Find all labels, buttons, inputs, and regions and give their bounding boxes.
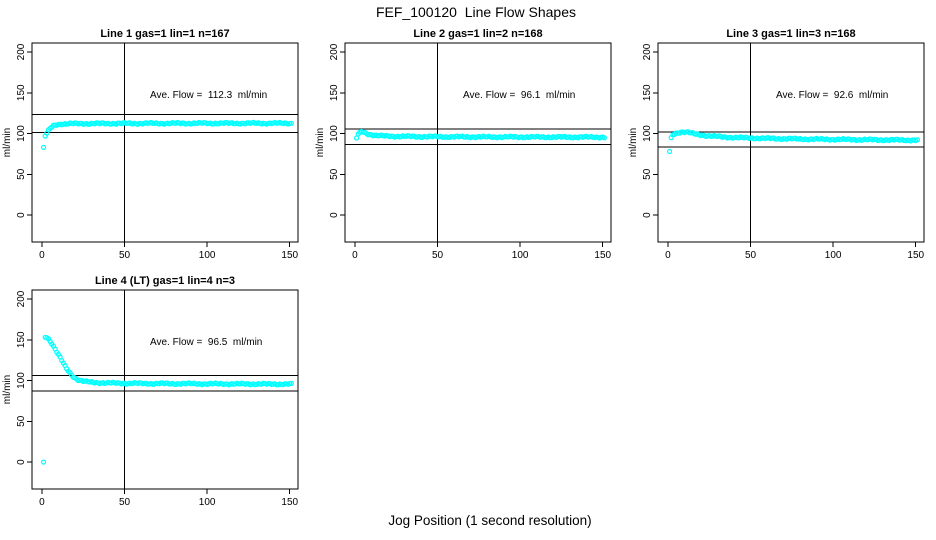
y-axis: 0 50 100 150 200 — [642, 43, 658, 218]
x-axis-tick-label: 150 — [907, 250, 924, 261]
x-axis-tick-label: 150 — [594, 250, 611, 261]
data-points — [353, 128, 607, 141]
data-point — [288, 380, 294, 386]
data-point — [40, 459, 47, 465]
y-axis-tick-label: 0 — [16, 459, 27, 465]
x-axis-tick-label: 0 — [39, 250, 45, 261]
x-axis-tick-label: 150 — [281, 250, 298, 261]
plot-box — [31, 289, 299, 490]
plot-box — [657, 42, 925, 243]
y-axis-label: ml/min — [628, 128, 639, 157]
y-axis-tick-label: 50 — [16, 168, 27, 180]
x-axis-tick-label: 50 — [745, 250, 757, 261]
subplot-title: Line 4 (LT) gas=1 lin=4 n=3 — [95, 275, 235, 287]
subplot-title: Line 2 gas=1 lin=2 n=168 — [413, 28, 542, 40]
data-points — [666, 129, 920, 155]
x-axis: 0 50 100 150 — [39, 489, 299, 508]
subplot-line-1: 0 50 100 150 0 50 100 150 200 ml/min Line 1 gas=1 … — [2, 28, 299, 261]
data-point — [914, 137, 920, 143]
y-axis-tick-label: 0 — [642, 212, 653, 218]
x-axis-tick-label: 150 — [281, 497, 298, 508]
ave-flow-annotation: Ave. Flow = 112.3 ml/min — [150, 90, 267, 101]
data-point — [40, 144, 47, 150]
x-axis-tick-label: 100 — [512, 250, 529, 261]
y-axis-tick-label: 150 — [16, 84, 27, 101]
x-axis-tick-label: 100 — [825, 250, 842, 261]
x-axis-tick-label: 100 — [199, 497, 216, 508]
y-axis: 0 50 100 150 200 — [16, 290, 32, 465]
y-axis-tick-label: 150 — [16, 331, 27, 348]
x-axis-tick-label: 0 — [39, 497, 45, 508]
y-axis-label: ml/min — [2, 375, 13, 404]
data-points — [40, 119, 294, 150]
subplot-title: Line 1 gas=1 lin=1 n=167 — [100, 28, 229, 40]
subplot-line-2: 0 50 100 150 0 50 100 150 200 ml/min Line 2 gas=1 … — [315, 28, 612, 261]
data-point — [353, 135, 360, 141]
y-axis: 0 50 100 150 200 — [16, 43, 32, 218]
y-axis-tick-label: 0 — [16, 212, 27, 218]
y-axis-tick-label: 150 — [642, 84, 653, 101]
ave-flow-annotation: Ave. Flow = 92.6 ml/min — [776, 90, 888, 101]
y-axis-tick-label: 50 — [16, 415, 27, 427]
ave-flow-annotation: Ave. Flow = 96.5 ml/min — [150, 337, 262, 348]
y-axis-tick-label: 50 — [642, 168, 653, 180]
y-axis-tick-label: 0 — [329, 212, 340, 218]
subplot-line-4: 0 50 100 150 0 50 100 150 200 ml/min Line 4 (LT) g… — [2, 275, 299, 508]
y-axis-tick-label: 150 — [329, 84, 340, 101]
x-axis-tick-label: 0 — [665, 250, 671, 261]
y-axis-tick-label: 100 — [642, 125, 653, 142]
subplot-title: Line 3 gas=1 lin=3 n=168 — [726, 28, 855, 40]
y-axis-tick-label: 200 — [16, 43, 27, 60]
x-axis-tick-label: 50 — [432, 250, 444, 261]
data-point — [601, 135, 607, 141]
y-axis: 0 50 100 150 200 — [329, 43, 345, 218]
subplot-line-3: 0 50 100 150 0 50 100 150 200 ml/min Line 3 gas=1 … — [628, 28, 925, 261]
data-point — [666, 148, 673, 155]
x-axis-tick-label: 50 — [119, 250, 131, 261]
x-axis: 0 50 100 150 — [665, 242, 925, 261]
x-axis-tick-label: 0 — [352, 250, 358, 261]
data-point — [288, 120, 294, 126]
data-points — [40, 334, 294, 465]
plot-box — [31, 42, 299, 243]
x-axis-label: Jog Position (1 second resolution) — [388, 513, 592, 528]
y-axis-label: ml/min — [2, 128, 13, 157]
y-axis-tick-label: 200 — [329, 43, 340, 60]
x-axis: 0 50 100 150 — [39, 242, 299, 261]
y-axis-tick-label: 100 — [329, 125, 340, 142]
x-axis: 0 50 100 150 — [352, 242, 612, 261]
x-axis-tick-label: 100 — [199, 250, 216, 261]
y-axis-label: ml/min — [315, 128, 326, 157]
y-axis-tick-label: 200 — [642, 43, 653, 60]
x-axis-tick-label: 50 — [119, 497, 131, 508]
y-axis-tick-label: 50 — [329, 168, 340, 180]
y-axis-tick-label: 200 — [16, 290, 27, 307]
y-axis-tick-label: 100 — [16, 125, 27, 142]
y-axis-tick-label: 100 — [16, 372, 27, 389]
ave-flow-annotation: Ave. Flow = 96.1 ml/min — [463, 90, 575, 101]
figure-title: FEF_100120 Line Flow Shapes — [375, 4, 576, 20]
plot-box — [344, 42, 612, 243]
